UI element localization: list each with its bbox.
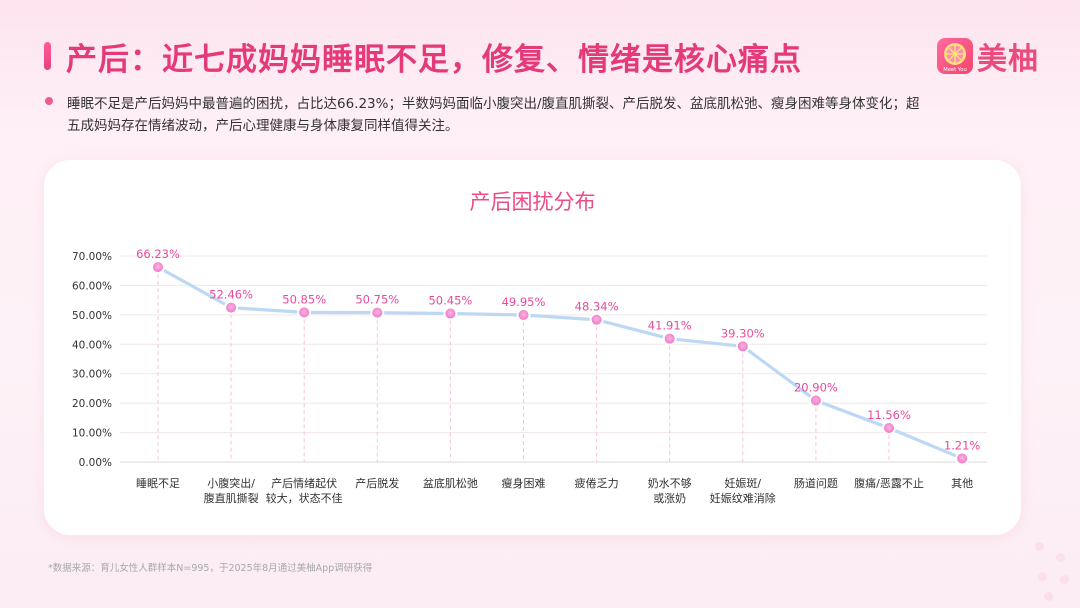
grapefruit-icon: Meet You xyxy=(937,38,973,74)
x-tick-label: 盆底肌松弛 xyxy=(423,476,478,490)
x-tick-label: 妊娠纹难消除 xyxy=(710,491,776,505)
decorative-dot xyxy=(1038,572,1047,581)
data-point xyxy=(445,308,456,319)
data-label: 11.56% xyxy=(867,408,911,422)
x-tick-label: 或涨奶 xyxy=(653,491,686,505)
x-tick-label: 妊娠斑/ xyxy=(724,476,761,490)
title-accent-bar xyxy=(44,42,51,70)
data-label: 39.30% xyxy=(721,326,765,340)
x-tick-label: 疲倦乏力 xyxy=(575,476,619,490)
data-point xyxy=(372,307,383,318)
x-tick-label: 腹直肌撕裂 xyxy=(204,491,259,505)
chart-card xyxy=(44,160,1021,535)
x-tick-label: 较大，状态不佳 xyxy=(266,491,343,505)
x-tick-label: 睡眠不足 xyxy=(136,477,180,490)
y-tick-label: 70.00% xyxy=(72,251,112,263)
data-point xyxy=(153,262,163,273)
series-line xyxy=(156,265,964,461)
data-label: 1.21% xyxy=(944,438,981,452)
data-source-note: *数据来源：育儿女性人群样本N=995，于2025年8月通过美柚App调研获得 xyxy=(48,563,373,574)
y-tick-label: 60.00% xyxy=(72,280,112,292)
y-tick-label: 30.00% xyxy=(72,369,112,381)
x-tick-label: 奶水不够 xyxy=(648,476,692,490)
bullet-dot xyxy=(45,97,53,105)
y-tick-label: 50.00% xyxy=(72,310,112,322)
data-point xyxy=(957,453,968,464)
data-label: 48.34% xyxy=(575,300,619,314)
x-tick-label: 瘦身困难 xyxy=(502,476,546,490)
y-tick-label: 20.00% xyxy=(72,398,112,410)
data-point xyxy=(810,395,821,406)
x-tick-label: 腹痛/恶露不止 xyxy=(854,476,924,490)
data-label: 20.90% xyxy=(794,380,838,394)
data-point xyxy=(518,310,529,321)
brand-logo: Meet You 美柚 xyxy=(937,34,1039,78)
x-tick-label: 产后脱发 xyxy=(355,476,399,490)
data-point xyxy=(884,422,894,433)
data-label: 49.95% xyxy=(502,295,546,309)
svg-text:Meet You: Meet You xyxy=(943,67,966,73)
data-point xyxy=(737,341,748,352)
x-tick-label: 产后情绪起伏 xyxy=(271,476,337,490)
decorative-dot xyxy=(1060,575,1069,584)
y-tick-label: 0.00% xyxy=(79,457,112,469)
data-label: 50.45% xyxy=(428,294,472,308)
data-point xyxy=(299,307,310,318)
y-tick-label: 10.00% xyxy=(72,428,112,440)
data-label: 50.85% xyxy=(282,292,326,306)
data-label: 41.91% xyxy=(648,319,692,333)
chart-title: 产后困扰分布 xyxy=(469,190,596,214)
page-title: 产后：近七成妈妈睡眠不足，修复、情绪是核心痛点 xyxy=(66,42,802,78)
data-point xyxy=(664,333,675,344)
data-label: 52.46% xyxy=(209,288,253,302)
brand-name: 美柚 xyxy=(977,42,1039,77)
x-tick-label: 其他 xyxy=(951,477,973,490)
x-tick-label: 肠道问题 xyxy=(794,476,838,490)
x-tick-label: 小腹突出/ xyxy=(207,476,255,490)
data-point xyxy=(591,314,602,325)
decorative-dot xyxy=(1035,542,1044,551)
decorative-dot xyxy=(1044,592,1053,601)
data-label: 50.75% xyxy=(355,293,399,307)
data-point xyxy=(226,302,237,313)
data-label: 66.23% xyxy=(136,247,180,261)
summary-text: 睡眠不足是产后妈妈中最普遍的困扰，占比达66.23%；半数妈妈面临小腹突出/腹直… xyxy=(67,96,920,134)
y-tick-label: 40.00% xyxy=(72,339,112,351)
decorative-dot xyxy=(1056,553,1065,562)
